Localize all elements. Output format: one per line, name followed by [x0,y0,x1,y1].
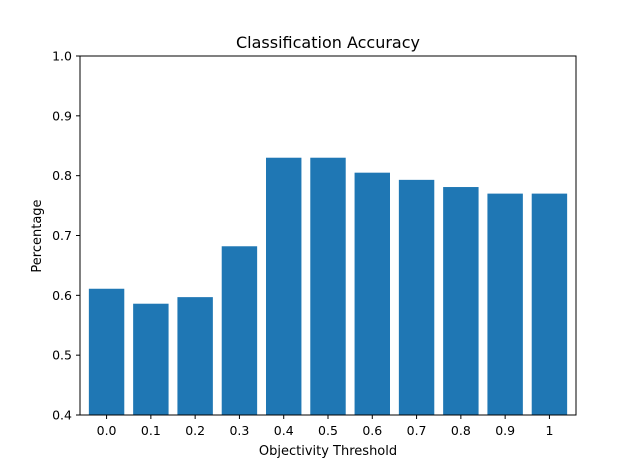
y-axis-title: Percentage [30,199,45,272]
y-tick-label: 0.4 [52,408,72,423]
y-tick-label: 0.6 [52,288,72,303]
y-tick-label: 1.0 [52,49,72,64]
x-axis: 0.0 0.1 0.2 0.3 0.4 0.5 0.6 0.7 0.8 0.9 1 [97,415,553,438]
bars-group [88,157,568,415]
bar-0.4 [266,157,302,415]
y-tick-label: 0.9 [52,108,72,123]
bar-0.1 [133,303,169,415]
bar-0.8 [443,187,479,415]
y-axis: 0.4 0.5 0.6 0.7 0.8 0.9 1.0 [52,49,80,423]
x-tick-label: 0.7 [407,423,427,438]
chart-title: Classification Accuracy [236,33,420,52]
x-tick-label: 1 [545,423,553,438]
bar-0.9 [487,193,523,415]
x-tick-label: 0.4 [274,423,294,438]
x-tick-label: 0.3 [229,423,249,438]
x-tick-label: 0.5 [318,423,338,438]
x-axis-title: Objectivity Threshold [259,444,397,459]
bar-0.7 [398,179,435,415]
bar-0.3 [221,246,258,415]
y-tick-label: 0.5 [52,348,72,363]
y-tick-label: 0.8 [52,168,72,183]
x-tick-label: 0.9 [495,423,515,438]
x-tick-label: 0.2 [185,423,205,438]
x-tick-label: 0.8 [451,423,471,438]
bar-0.0 [88,288,125,415]
x-tick-label: 0.0 [97,423,117,438]
y-tick-label: 0.7 [52,228,72,243]
x-tick-label: 0.1 [141,423,161,438]
bar-0.5 [310,157,346,415]
plot-frame [79,55,577,416]
x-tick-label: 0.6 [362,423,382,438]
bar-1 [531,193,568,415]
bar-0.6 [354,172,390,415]
bar-0.2 [177,297,213,415]
